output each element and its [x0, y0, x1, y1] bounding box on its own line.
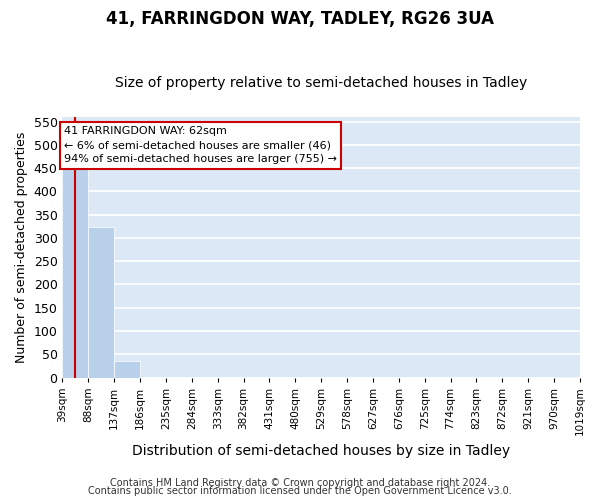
X-axis label: Distribution of semi-detached houses by size in Tadley: Distribution of semi-detached houses by …: [132, 444, 510, 458]
Text: Contains public sector information licensed under the Open Government Licence v3: Contains public sector information licen…: [88, 486, 512, 496]
Bar: [114, 361, 140, 378]
Bar: [554, 376, 580, 378]
Text: 41 FARRINGDON WAY: 62sqm
← 6% of semi-detached houses are smaller (46)
94% of se: 41 FARRINGDON WAY: 62sqm ← 6% of semi-de…: [64, 126, 337, 164]
Text: 41, FARRINGDON WAY, TADLEY, RG26 3UA: 41, FARRINGDON WAY, TADLEY, RG26 3UA: [106, 10, 494, 28]
Title: Size of property relative to semi-detached houses in Tadley: Size of property relative to semi-detach…: [115, 76, 527, 90]
Bar: [88, 228, 114, 378]
Bar: [62, 168, 88, 378]
Text: Contains HM Land Registry data © Crown copyright and database right 2024.: Contains HM Land Registry data © Crown c…: [110, 478, 490, 488]
Y-axis label: Number of semi-detached properties: Number of semi-detached properties: [15, 132, 28, 363]
